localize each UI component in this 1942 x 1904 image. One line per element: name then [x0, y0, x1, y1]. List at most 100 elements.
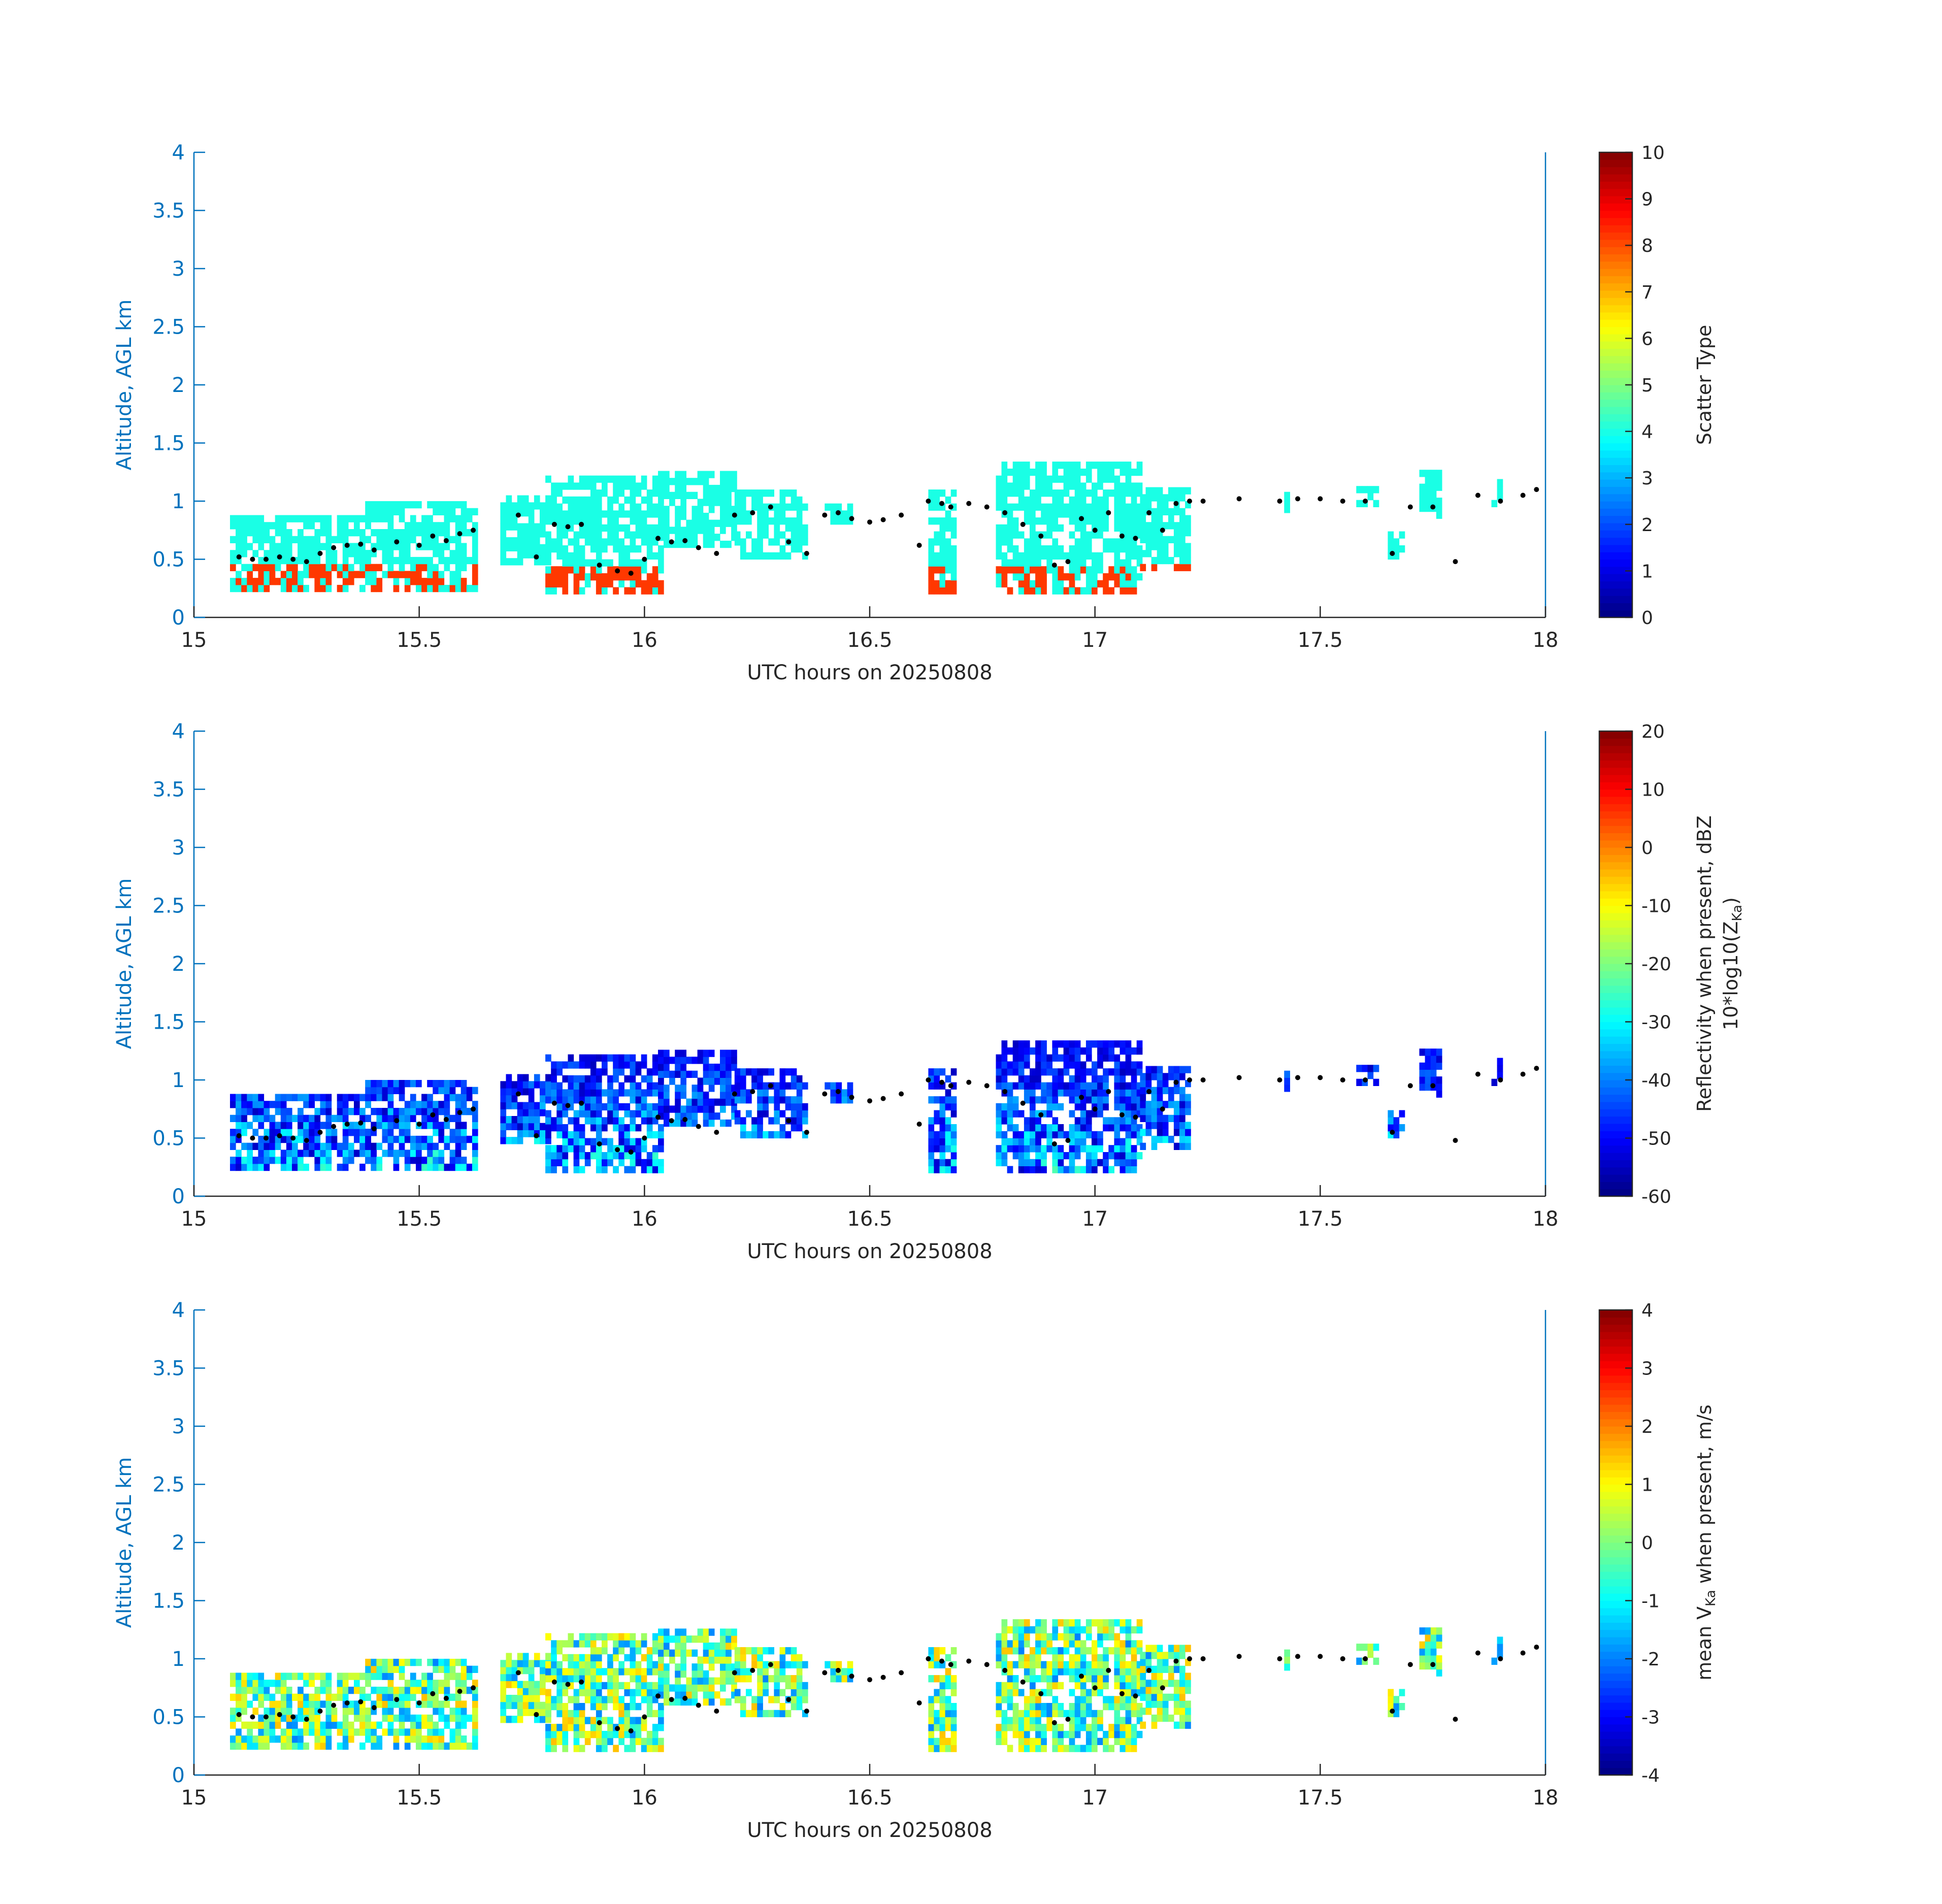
heatmap-cell — [1092, 587, 1098, 595]
heatmap-cell — [624, 1075, 631, 1083]
heatmap-cell — [1092, 1737, 1098, 1745]
heatmap-cell — [309, 522, 315, 530]
heatmap-cell — [354, 1672, 360, 1680]
heatmap-cell — [630, 1159, 636, 1166]
cloud-base-point — [939, 501, 944, 506]
heatmap-cell — [740, 552, 746, 560]
heatmap-cell — [410, 1101, 416, 1108]
heatmap-cell — [590, 1731, 597, 1738]
heatmap-cell — [528, 1701, 535, 1709]
heatmap-cell — [802, 1661, 808, 1668]
heatmap-cell — [438, 529, 445, 537]
heatmap-cell — [404, 1114, 411, 1122]
heatmap-cell — [596, 1089, 602, 1097]
heatmap-cell — [590, 503, 597, 511]
heatmap-cell — [641, 1689, 647, 1696]
heatmap-cell — [365, 1129, 371, 1136]
heatmap-cell — [1097, 462, 1103, 469]
heatmap-cell — [1063, 1745, 1070, 1752]
heatmap-cell — [545, 517, 551, 525]
heatmap-cell — [1074, 1703, 1081, 1711]
heatmap-cell — [1140, 1708, 1146, 1715]
heatmap-cell — [630, 587, 636, 595]
heatmap-cell — [562, 1675, 569, 1683]
heatmap-cell — [720, 1085, 726, 1092]
heatmap-cell — [298, 1122, 304, 1129]
heatmap-cell — [1140, 522, 1146, 530]
heatmap-cell — [726, 1063, 732, 1071]
heatmap-cell — [500, 1137, 507, 1144]
heatmap-cell — [292, 1094, 298, 1101]
cloud-base-point — [1236, 1075, 1242, 1080]
heatmap-cell — [1007, 482, 1013, 490]
heatmap-cells — [230, 462, 1503, 595]
heatmap-cell — [785, 1661, 792, 1668]
heatmap-cell — [540, 502, 546, 510]
heatmap-cell — [1108, 566, 1114, 574]
heatmap-cell — [568, 496, 574, 504]
heatmap-cell — [449, 556, 456, 565]
heatmap-cell — [584, 1633, 591, 1640]
heatmap-cell — [449, 508, 456, 515]
heatmap-cell — [680, 540, 686, 548]
heatmap-cell — [280, 1735, 287, 1743]
heatmap-cell — [1162, 1693, 1169, 1701]
heatmap-cell — [1136, 1152, 1143, 1160]
heatmap-cell — [1185, 1142, 1191, 1150]
heatmap-cell — [393, 1665, 400, 1673]
heatmap-cell — [230, 536, 236, 543]
heatmap-cell — [1114, 524, 1121, 532]
heatmap-cell — [624, 475, 631, 483]
heatmap-cell — [1012, 1068, 1019, 1076]
heatmap-cell — [573, 1159, 580, 1166]
heatmap-cell — [1041, 1054, 1047, 1062]
heatmap-cell — [1131, 580, 1137, 587]
heatmap-cell — [1419, 1648, 1426, 1656]
heatmap-cell — [500, 502, 507, 510]
heatmap-cell — [1125, 1138, 1132, 1145]
heatmap-cell — [1074, 1131, 1081, 1139]
heatmap-cell — [1131, 1661, 1137, 1668]
heatmap-cell — [410, 1142, 416, 1150]
heatmap-cell — [472, 508, 478, 515]
heatmap-cell — [1136, 1675, 1143, 1683]
heatmap-cell — [1069, 1731, 1075, 1738]
heatmap-cell — [1185, 1700, 1191, 1708]
heatmap-cell — [1145, 529, 1152, 537]
heatmap-cell — [1114, 545, 1121, 553]
heatmap-cell — [618, 1737, 624, 1745]
heatmap-cell — [1162, 1114, 1169, 1122]
heatmap-cell — [387, 1693, 394, 1701]
heatmap-cell — [669, 540, 675, 548]
colorbar-swatch — [1599, 905, 1632, 913]
heatmap-cell — [292, 1742, 298, 1750]
heatmap-cell — [1074, 475, 1081, 483]
heatmap-cell — [455, 1122, 462, 1129]
heatmap-cell — [1136, 1731, 1143, 1738]
heatmap-cell — [584, 1661, 591, 1668]
heatmap-cell — [371, 1708, 377, 1715]
heatmap-cell — [635, 1640, 642, 1648]
heatmap-cell — [252, 1114, 259, 1122]
heatmap-cell — [455, 1114, 462, 1122]
heatmap-cell — [664, 1635, 670, 1643]
heatmap-cell — [714, 519, 720, 527]
heatmap-cell — [1151, 1066, 1158, 1073]
heatmap-cell — [1145, 1708, 1152, 1715]
heatmap-cell — [556, 503, 563, 511]
heatmap-cell — [1007, 1626, 1013, 1634]
heatmap-cell — [1131, 1124, 1137, 1132]
heatmap-cell — [680, 506, 686, 513]
heatmap-cell — [551, 1724, 557, 1731]
heatmap-cell — [342, 1714, 349, 1722]
heatmap-cell — [630, 545, 636, 553]
heatmap-cell — [1185, 556, 1191, 565]
heatmap-cell — [534, 1116, 540, 1124]
heatmap-cell — [1419, 1069, 1426, 1077]
heatmap-cell — [1120, 1145, 1126, 1153]
heatmap-cell — [410, 1080, 416, 1088]
cloud-base-point — [1106, 510, 1111, 515]
heatmap-cell — [618, 503, 624, 511]
heatmap-cell — [658, 478, 664, 485]
heatmap-cell — [596, 1696, 602, 1703]
